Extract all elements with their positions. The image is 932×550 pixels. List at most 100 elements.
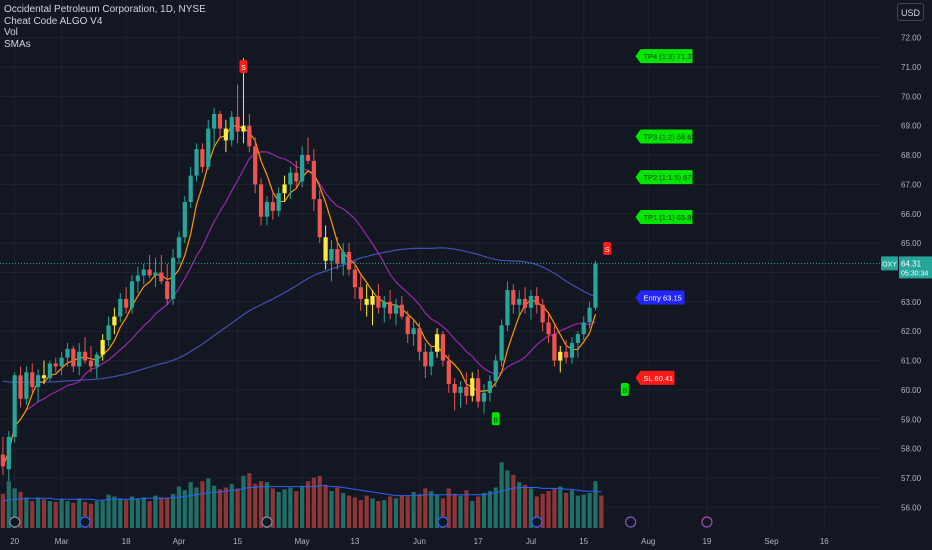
candles	[0, 58, 598, 481]
candle-body	[440, 334, 446, 361]
indicator-algo-label[interactable]: Cheat Code ALGO V4	[4, 15, 103, 27]
time-tick-label: 15	[233, 537, 242, 546]
candle-body	[423, 351, 428, 367]
candle-body	[487, 381, 492, 393]
volume-bar	[71, 502, 76, 528]
candle	[517, 290, 522, 317]
current-price-symbol: OXY	[882, 261, 897, 268]
volume-bar	[247, 473, 252, 528]
candle-body	[558, 351, 563, 361]
candle	[288, 166, 293, 200]
volume-bar	[417, 493, 422, 528]
volume-bar	[528, 488, 534, 528]
candle-body	[346, 251, 352, 270]
volume-bar	[165, 498, 170, 528]
candle-body	[288, 172, 293, 185]
candle-body	[24, 372, 29, 399]
volume-bar	[352, 497, 358, 528]
candle-body	[552, 334, 557, 361]
volume-bar	[599, 495, 604, 528]
indicator-smas-label[interactable]: SMAs	[4, 38, 31, 50]
time-tick-label: 15	[579, 537, 588, 546]
candle-body	[88, 360, 94, 367]
time-tick-label: 18	[122, 537, 131, 546]
event-marker-icon	[261, 516, 273, 528]
candle-body	[593, 263, 598, 308]
candle	[329, 240, 334, 282]
candle	[170, 249, 176, 305]
candle-body	[118, 298, 123, 317]
candle-body	[481, 392, 487, 402]
volume-ma-line	[2, 485, 602, 502]
candle-body	[200, 149, 205, 167]
volume-bar	[288, 487, 293, 528]
volume-bar	[135, 498, 140, 528]
candle-body	[65, 348, 70, 358]
time-tick-label: 19	[702, 537, 711, 546]
currency-selector[interactable]: USD	[897, 3, 924, 21]
volume-bar	[229, 483, 234, 528]
candle-body	[517, 298, 522, 305]
volume-bar	[405, 496, 410, 528]
volume-bar	[476, 496, 481, 528]
volume-bar	[487, 491, 492, 528]
candle-body	[229, 116, 234, 141]
signal-marker-bg	[491, 412, 500, 426]
candle-body	[317, 199, 322, 238]
volume-bar	[370, 498, 375, 528]
volume-bar	[182, 490, 187, 528]
current-price-countdown: 05:30:34	[901, 270, 928, 277]
volume-bar	[399, 495, 404, 528]
price-tick-label: 68.00	[901, 151, 922, 160]
candle-body	[405, 316, 410, 335]
price-tick-label: 66.00	[901, 210, 922, 219]
candle	[552, 325, 557, 367]
price-tick-label: 72.00	[901, 34, 922, 43]
price-tick-label: 70.00	[901, 92, 922, 101]
candle	[382, 295, 387, 323]
candle	[593, 260, 598, 311]
volume-bar	[470, 501, 475, 528]
candle-body	[241, 125, 246, 132]
candle-body	[370, 295, 375, 305]
volume-bar	[587, 492, 592, 528]
volume-bar	[452, 493, 457, 528]
volume-bar	[481, 492, 487, 528]
candle	[423, 342, 428, 379]
candle-body	[569, 342, 575, 358]
candle-body	[305, 155, 311, 161]
candle	[18, 366, 23, 408]
level-tag-tp: TP4 (1:3) 71.37	[635, 49, 696, 64]
volume-bar	[540, 493, 545, 528]
chart-title: Occidental Petroleum Corporation, 1D, NY…	[4, 4, 206, 15]
volume-bar	[346, 495, 352, 528]
candle-body	[358, 287, 363, 299]
candle-body	[188, 175, 193, 203]
level-tag-bg	[635, 370, 675, 385]
volume-bar	[552, 488, 557, 528]
price-tick-label: 57.00	[901, 474, 922, 483]
indicator-vol-label[interactable]: Vol	[4, 27, 18, 38]
volume-bar	[575, 495, 580, 528]
current-price-value: 64.31	[901, 259, 922, 268]
candle-body	[434, 334, 440, 352]
candle-body	[124, 298, 129, 308]
candle	[476, 369, 481, 408]
candle	[294, 160, 299, 188]
candle	[511, 284, 516, 314]
candle-body	[364, 298, 369, 305]
candle	[94, 351, 99, 379]
candle	[587, 301, 592, 329]
candle-body	[212, 113, 217, 129]
candle-body	[575, 334, 580, 343]
candle	[65, 342, 70, 367]
candle-body	[399, 304, 404, 317]
candle	[153, 257, 158, 288]
volume-bar	[329, 491, 334, 528]
volume-bar	[106, 494, 111, 528]
candle	[528, 290, 534, 320]
sma-slow-line	[2, 247, 596, 383]
candle-body	[141, 269, 146, 276]
